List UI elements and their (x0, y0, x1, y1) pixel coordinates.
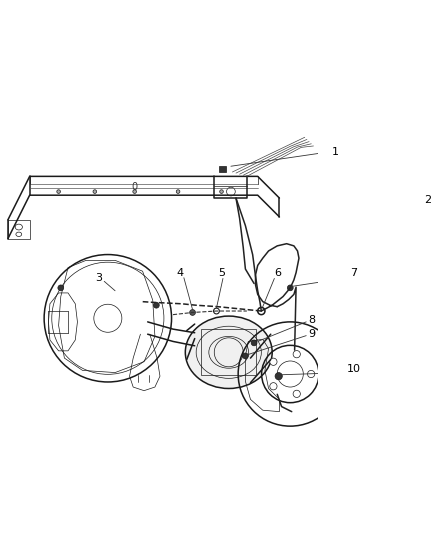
Circle shape (220, 190, 223, 193)
Circle shape (176, 190, 180, 193)
Text: 2: 2 (424, 195, 431, 205)
FancyBboxPatch shape (219, 166, 226, 172)
Text: 4: 4 (177, 269, 184, 278)
Ellipse shape (185, 316, 272, 389)
Text: 9: 9 (308, 329, 315, 339)
Text: 8: 8 (308, 314, 315, 325)
Circle shape (270, 358, 277, 366)
Circle shape (214, 308, 219, 314)
Text: 1: 1 (332, 147, 339, 157)
Circle shape (93, 190, 97, 193)
Circle shape (293, 390, 300, 398)
Circle shape (251, 340, 257, 346)
Text: 10: 10 (347, 364, 361, 374)
Text: 5: 5 (218, 269, 225, 278)
Circle shape (287, 285, 293, 291)
Circle shape (258, 308, 265, 314)
Text: 0: 0 (131, 182, 138, 191)
Circle shape (58, 285, 64, 291)
Circle shape (293, 351, 300, 358)
Circle shape (57, 190, 60, 193)
Circle shape (190, 310, 195, 316)
Text: 3: 3 (95, 273, 102, 282)
Text: 6: 6 (274, 269, 281, 278)
Circle shape (270, 383, 277, 390)
Text: 7: 7 (350, 269, 357, 278)
Circle shape (275, 373, 283, 380)
Circle shape (153, 302, 159, 308)
Circle shape (133, 190, 137, 193)
Circle shape (243, 353, 248, 359)
Circle shape (307, 370, 315, 378)
